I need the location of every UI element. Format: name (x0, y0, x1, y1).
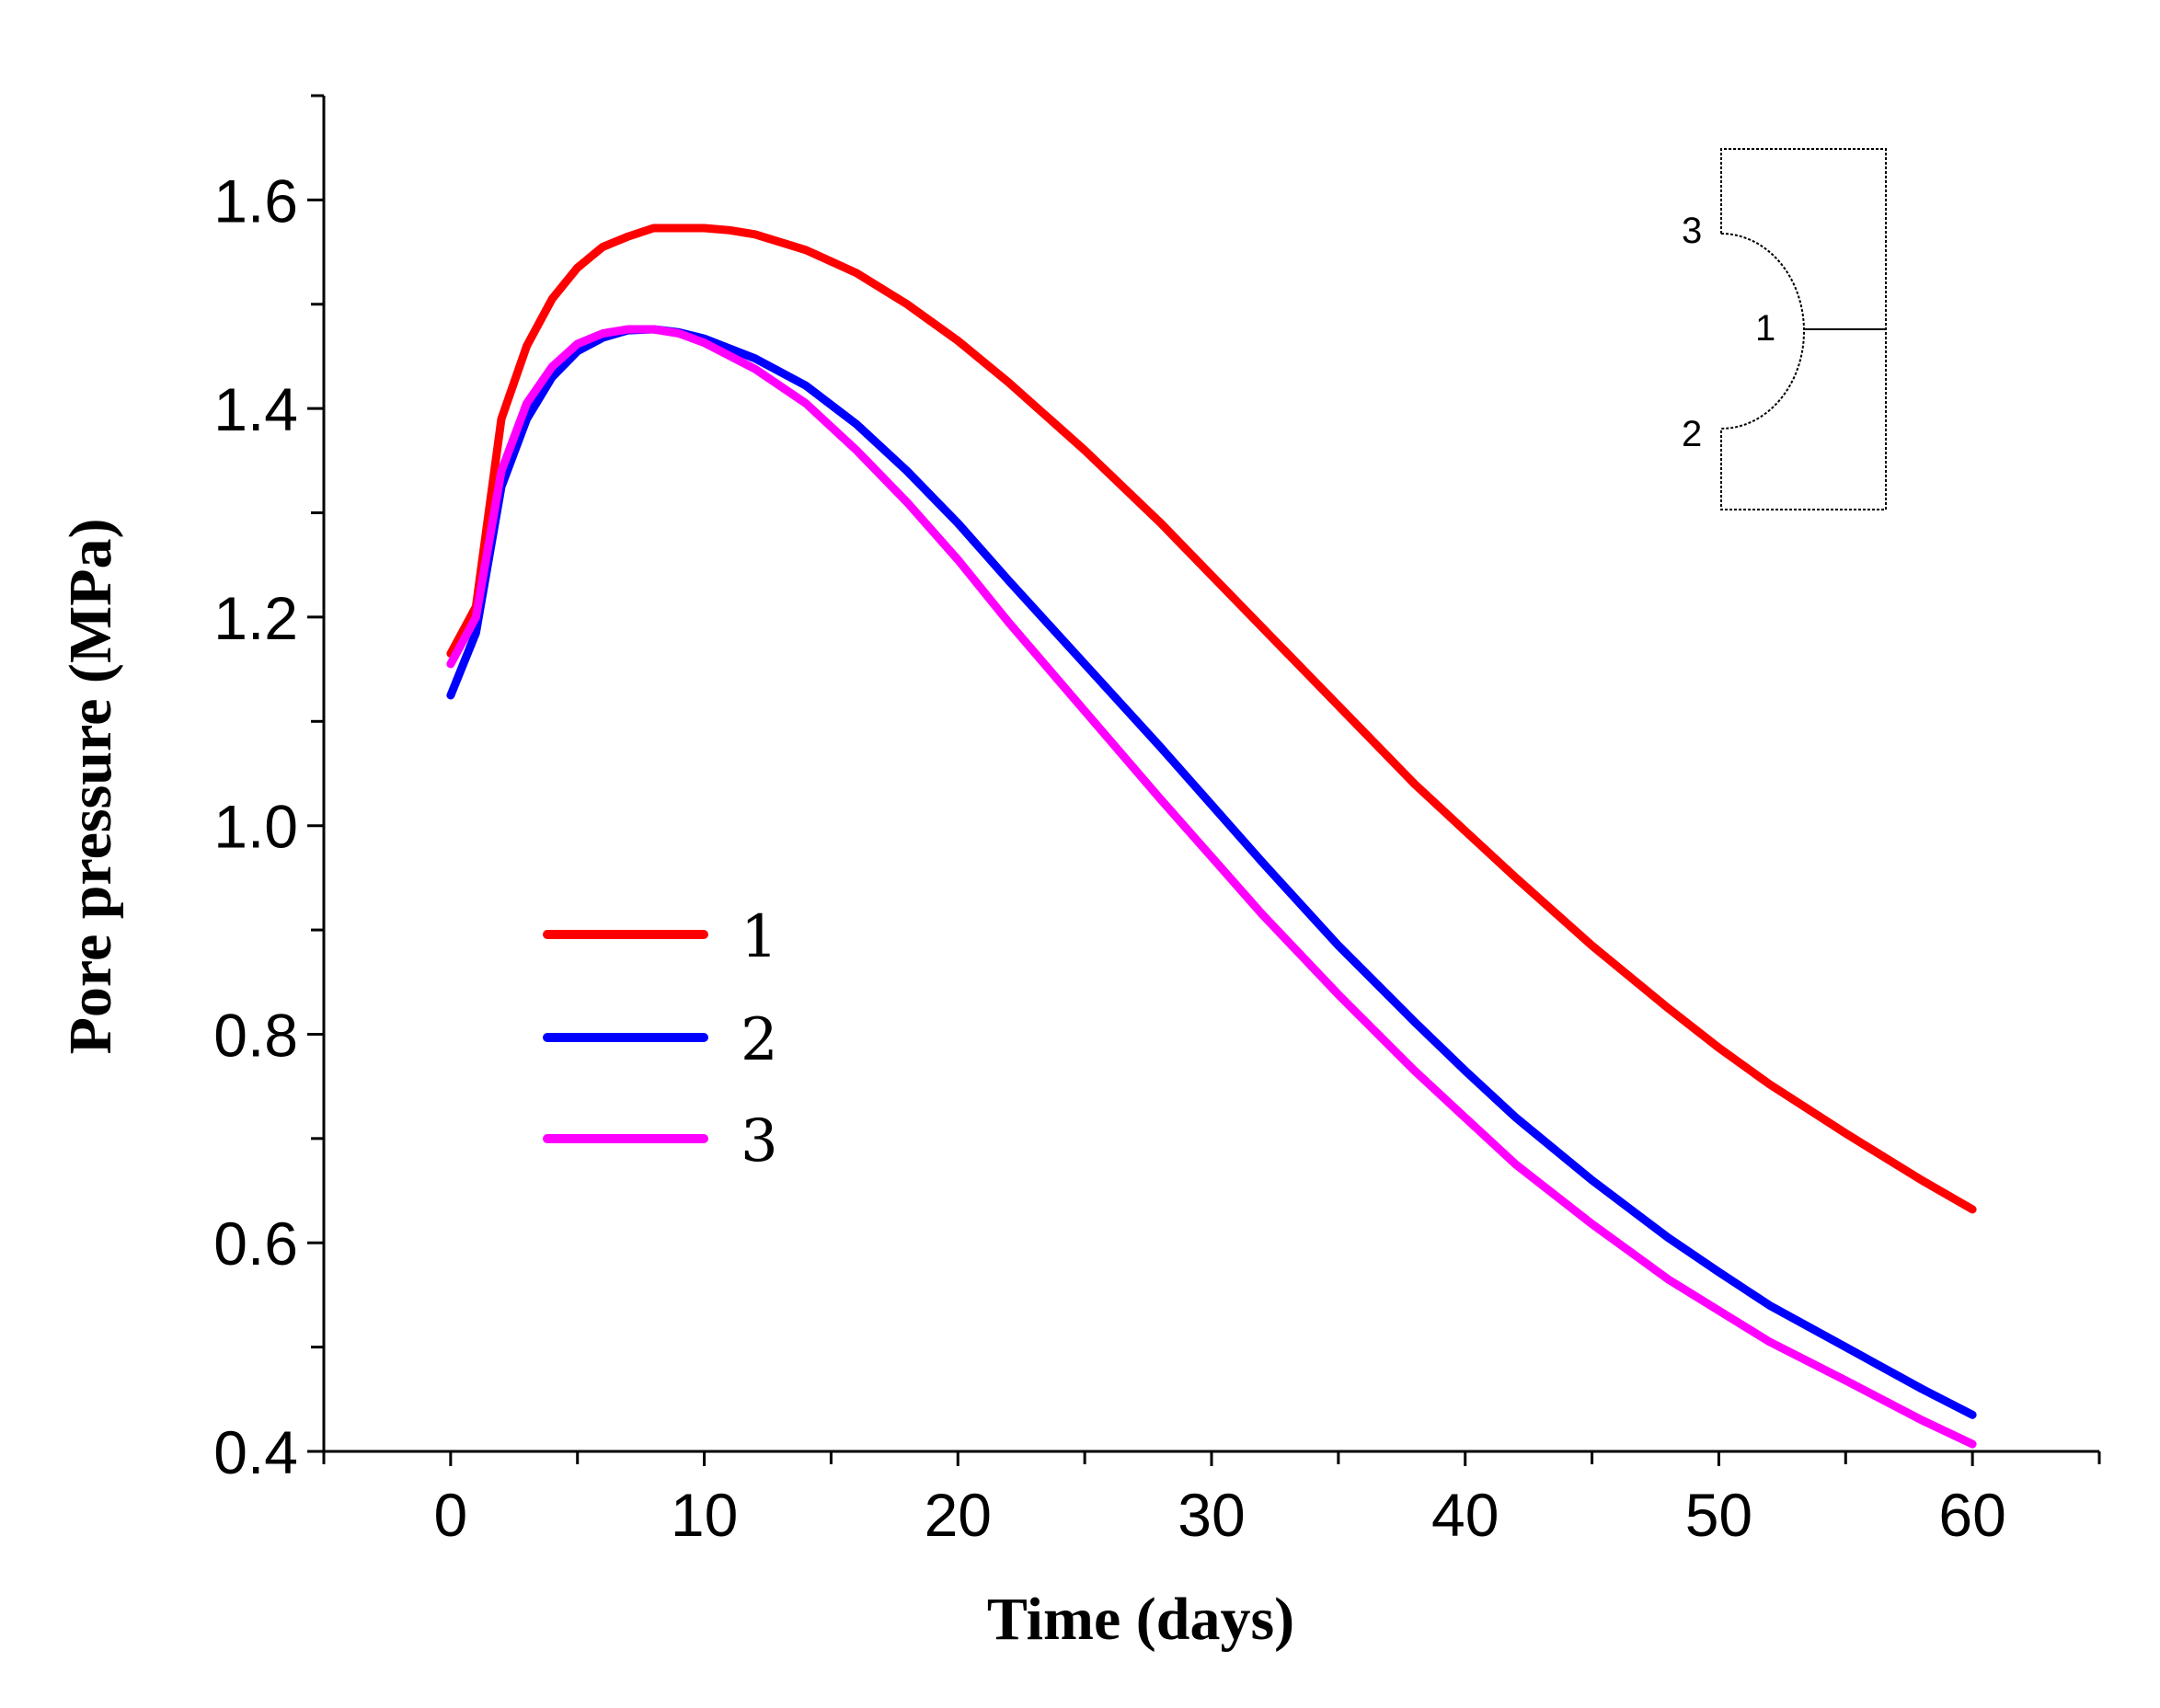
legend-label-1: 1 (741, 903, 778, 971)
inset-label-1: 1 (1755, 308, 1775, 349)
y-axis-title: Pore pressure (MPa) (57, 519, 124, 1055)
x-tick-label: 50 (1685, 1481, 1752, 1549)
inset-label-2: 2 (1682, 414, 1702, 454)
legend: 1 2 3 (543, 903, 778, 1175)
legend-label-2: 2 (741, 1006, 778, 1074)
y-tick-label: 1.4 (213, 375, 298, 443)
x-tick-label: 10 (671, 1481, 738, 1549)
y-tick-label: 0.6 (213, 1209, 298, 1278)
geometry-inset: 1 2 3 (1682, 148, 1887, 510)
series-layer (446, 224, 1977, 1449)
series-line-3 (446, 325, 1977, 1449)
x-tick-label: 20 (925, 1481, 992, 1549)
x-tick-label: 60 (1938, 1481, 2005, 1549)
inset-hole-arc (1720, 233, 1805, 430)
y-tick-label: 0.4 (213, 1418, 298, 1486)
series-line-1 (446, 224, 1977, 1214)
legend-label-3: 3 (741, 1107, 778, 1175)
x-tick-label: 0 (433, 1481, 467, 1549)
y-tick-label: 1.2 (213, 584, 298, 652)
x-tick-label: 30 (1178, 1481, 1245, 1549)
y-tick-label: 0.8 (213, 1001, 298, 1069)
axes (322, 96, 2099, 1453)
inset-label-3: 3 (1682, 211, 1702, 251)
series-line-2 (446, 325, 1977, 1419)
x-axis-title: Time (days) (987, 1586, 1294, 1653)
y-tick-label: 1.0 (213, 793, 298, 861)
y-tick-label: 1.6 (213, 166, 298, 235)
x-ticks: 0 10 20 30 40 50 60 (322, 1451, 2101, 1549)
y-ticks: 0.4 0.6 0.8 1.0 1.2 1.4 1.6 (213, 94, 324, 1486)
x-tick-label: 40 (1431, 1481, 1499, 1549)
